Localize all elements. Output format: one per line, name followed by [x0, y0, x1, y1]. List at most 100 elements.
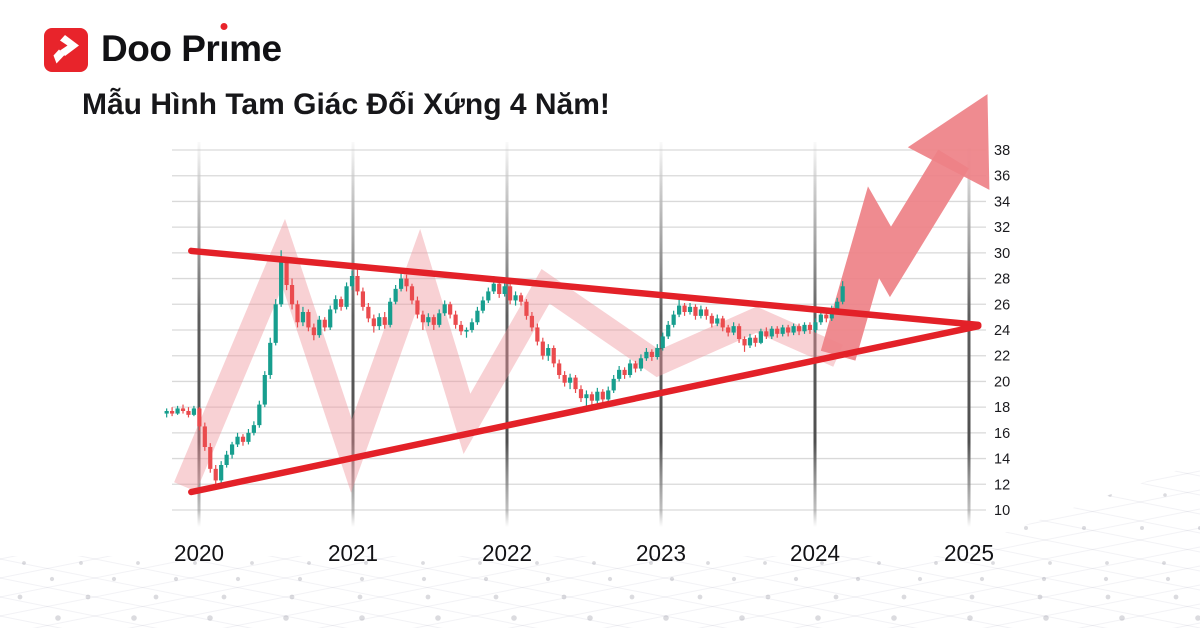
candle-body	[726, 327, 731, 333]
candle-body	[649, 351, 654, 357]
candle-body	[235, 436, 240, 445]
candle-body	[180, 408, 186, 411]
trendlines	[188, 247, 982, 496]
year-tick-label: 2024	[790, 540, 840, 566]
candle-body	[518, 295, 524, 302]
candle-body	[780, 327, 785, 334]
price-axis-labels: 38 36 34 32 30 28 26 24 22 20 18 16 14 12 10	[994, 143, 1010, 519]
candle-body	[502, 286, 507, 294]
price-tick-label: 34	[994, 194, 1010, 210]
candle-body	[382, 317, 387, 325]
candle-body	[415, 300, 420, 315]
candle-body	[589, 394, 594, 401]
candle-body	[306, 312, 311, 328]
candle-body	[300, 312, 306, 323]
candle-body	[339, 299, 344, 307]
candle-body	[251, 425, 256, 433]
doo-prime-logo-icon	[44, 28, 88, 72]
candle-body	[208, 447, 213, 469]
page-title: Mẫu Hình Tam Giác Đối Xứng 4 Năm!	[82, 88, 610, 121]
candle-body	[317, 319, 322, 336]
candle-body	[802, 324, 807, 332]
candle-body	[328, 309, 333, 328]
candle-body	[398, 278, 404, 289]
candle-body	[273, 304, 278, 343]
price-tick-label: 36	[994, 169, 1010, 185]
candle-body	[742, 339, 747, 346]
candle-body	[567, 377, 573, 383]
candle-body	[513, 295, 518, 301]
candle-body	[388, 301, 393, 325]
candle-body	[164, 411, 169, 414]
candle-body	[295, 304, 300, 323]
candle-body	[229, 444, 235, 455]
candle-body	[758, 331, 763, 343]
price-tick-label: 14	[994, 452, 1010, 468]
price-tick-label: 26	[994, 297, 1010, 313]
candle-body	[486, 291, 491, 301]
candle-body	[655, 348, 660, 357]
candle-body	[279, 261, 284, 305]
candle-body	[175, 408, 180, 414]
candle-body	[633, 363, 638, 369]
candle-body	[606, 390, 611, 400]
candle-body	[644, 351, 649, 359]
candle-body	[693, 306, 698, 316]
candle-body	[731, 326, 736, 333]
price-tick-label: 12	[994, 477, 1010, 493]
candle-body	[546, 348, 551, 356]
candle-body	[393, 288, 398, 302]
candle-body	[584, 394, 589, 399]
candle-body	[240, 436, 246, 442]
price-tick-label: 16	[994, 426, 1010, 442]
price-tick-label: 28	[994, 272, 1010, 288]
price-tick-label: 30	[994, 246, 1010, 262]
candle-body	[268, 342, 273, 375]
candle-body	[818, 314, 823, 323]
candle-body	[246, 432, 251, 442]
candle-body	[469, 322, 475, 330]
candle-body	[480, 300, 485, 311]
candle-body	[464, 330, 469, 332]
candle-body	[191, 408, 197, 415]
year-tick-label: 2022	[482, 540, 532, 566]
candle-body	[284, 261, 289, 285]
year-tick-label: 2023	[636, 540, 686, 566]
candle-body	[322, 319, 327, 328]
candle-body	[557, 363, 562, 375]
candle-body	[197, 408, 202, 427]
candle-body	[835, 301, 840, 310]
candle-body	[698, 309, 704, 316]
candle-body	[289, 285, 295, 305]
candle-body	[807, 324, 813, 330]
candle-body	[704, 309, 709, 316]
candle-body	[186, 411, 191, 415]
candle-body	[508, 286, 513, 301]
candle-body	[453, 314, 458, 325]
growth-arrow	[820, 94, 990, 361]
candle-body	[666, 324, 671, 337]
price-tick-label: 22	[994, 349, 1010, 365]
candle-body	[475, 310, 480, 323]
candle-body	[437, 313, 442, 325]
candle-body	[736, 326, 742, 339]
candle-body	[709, 315, 714, 324]
candle-body	[660, 336, 665, 348]
candle-body	[262, 375, 267, 405]
candle-body	[431, 317, 436, 325]
candle-body	[333, 299, 338, 310]
price-tick-label: 38	[994, 143, 1010, 159]
candle-body	[796, 326, 802, 332]
candle-body	[747, 337, 753, 346]
candle-body	[311, 327, 316, 336]
arrow-glyph-icon	[53, 35, 79, 64]
candle-body	[524, 301, 529, 316]
candle-body	[611, 378, 616, 391]
candle-body	[529, 315, 535, 328]
candle-body	[409, 286, 415, 301]
price-tick-label: 10	[994, 503, 1010, 519]
candle-body	[448, 304, 453, 315]
year-tick-label: 2025	[944, 540, 994, 566]
candle-body	[824, 314, 829, 319]
